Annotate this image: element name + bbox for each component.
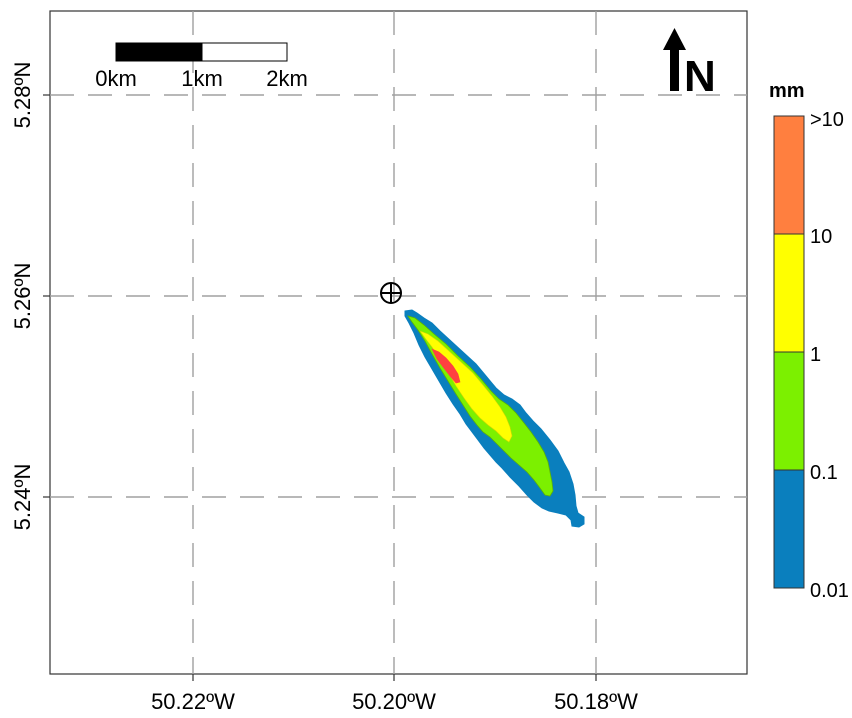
- deposit-zone-over-10: [431, 348, 461, 384]
- scale-bar-label-2: 2km: [266, 66, 308, 91]
- tephra-deposit: [404, 309, 585, 528]
- legend-label-1: 1: [810, 344, 821, 366]
- x-tick-label-50-20: 50.20ºW: [352, 689, 436, 714]
- axis-ticks: [43, 94, 597, 681]
- north-arrow-icon: [663, 28, 686, 91]
- legend-label-over-10: >10: [810, 109, 844, 131]
- map-frame: [49, 10, 748, 675]
- scale-bar-segment-white: [201, 42, 288, 62]
- north-arrow: N: [663, 28, 716, 101]
- scale-bar-segment-black: [115, 42, 203, 62]
- legend-label-0-01: 0.01: [810, 580, 849, 602]
- legend-swatch-1-10: [774, 234, 804, 352]
- x-tick-label-50-18: 50.18ºW: [554, 689, 638, 714]
- y-tick-label-5-24: 5.24ºN: [10, 464, 35, 531]
- scale-bar-label-0: 0km: [95, 66, 137, 91]
- north-arrow-label: N: [684, 52, 716, 101]
- legend: mm >10 10 1 0.1 0.01: [769, 80, 849, 602]
- legend-label-0-1: 0.1: [810, 462, 838, 484]
- y-tick-label-5-28: 5.28ºN: [10, 62, 35, 129]
- legend-title: mm: [769, 80, 805, 102]
- legend-swatch-0-1-1: [774, 352, 804, 470]
- x-tick-label-50-22: 50.22ºW: [151, 689, 235, 714]
- scale-bar-label-1: 1km: [181, 66, 223, 91]
- legend-label-10: 10: [810, 226, 832, 248]
- y-tick-label-5-26: 5.26ºN: [10, 263, 35, 330]
- legend-swatch-over-10: [774, 116, 804, 234]
- scale-bar: 0km 1km 2km: [95, 42, 308, 91]
- crosshair-circle-icon: [380, 282, 402, 304]
- graticule: [50, 11, 747, 674]
- legend-swatch-0-01-0-1: [774, 470, 804, 588]
